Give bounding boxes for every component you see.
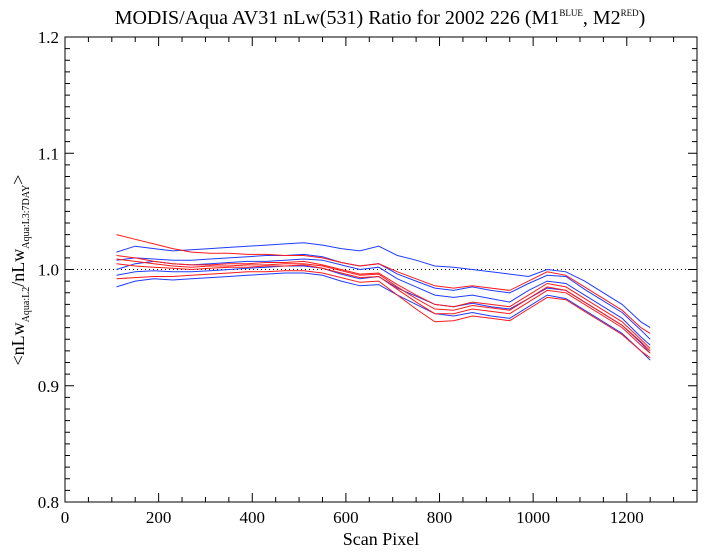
series-line-m2-10 <box>116 258 651 352</box>
y-axis-label-sub2: Aqua:L3:7DAY <box>21 185 32 249</box>
y-axis-label-sub1: Aqua:L2 <box>21 287 32 323</box>
x-axis-label: Scan Pixel <box>343 529 420 549</box>
series-line-m2-7 <box>116 255 651 349</box>
chart-title-main: MODIS/Aqua AV31 nLw(531) Ratio for 2002 … <box>115 7 560 29</box>
chart-title-end: ) <box>639 7 646 29</box>
series-line-m2-6 <box>116 234 651 334</box>
chart-title-sup-blue: BLUE <box>559 8 583 18</box>
chart-title: MODIS/Aqua AV31 nLw(531) Ratio for 2002 … <box>115 7 646 29</box>
x-tick-label: 600 <box>333 508 359 527</box>
x-tick-label: 0 <box>61 508 70 527</box>
x-tick-label: 1200 <box>610 508 644 527</box>
series-line-m2-9 <box>116 270 651 359</box>
y-axis-label: <nLwAqua:L2/nLwAqua:L3:7DAY> <box>8 175 32 366</box>
x-tick-label: 1000 <box>516 508 550 527</box>
chart-title-mid: , M2 <box>583 7 621 29</box>
y-axis-label-part2: /nLw <box>8 249 28 287</box>
series-line-m1-1 <box>116 242 651 329</box>
y-tick-label: 1.1 <box>38 144 59 163</box>
y-tick-label: 0.8 <box>38 493 59 512</box>
x-tick-label: 800 <box>427 508 453 527</box>
y-axis-label-part3: > <box>8 175 28 185</box>
y-tick-label: 0.9 <box>38 377 59 396</box>
chart-title-sup-red: RED <box>621 8 640 18</box>
series-line-m1-3 <box>116 272 651 361</box>
plot-area: 0 200 400 600 800 1000 1200 0.8 0.9 1.0 1.1 1.2 <box>38 28 698 527</box>
y-tick-label: 1.0 <box>38 261 59 280</box>
series-line-m2-8 <box>116 263 651 354</box>
series-line-m1-2 <box>116 258 651 346</box>
y-axis-label-part1: <nLw <box>8 322 28 365</box>
series-line-m1-4 <box>116 253 651 340</box>
x-tick-label: 400 <box>240 508 266 527</box>
x-tick-label: 200 <box>146 508 172 527</box>
y-tick-label: 1.2 <box>38 28 59 47</box>
